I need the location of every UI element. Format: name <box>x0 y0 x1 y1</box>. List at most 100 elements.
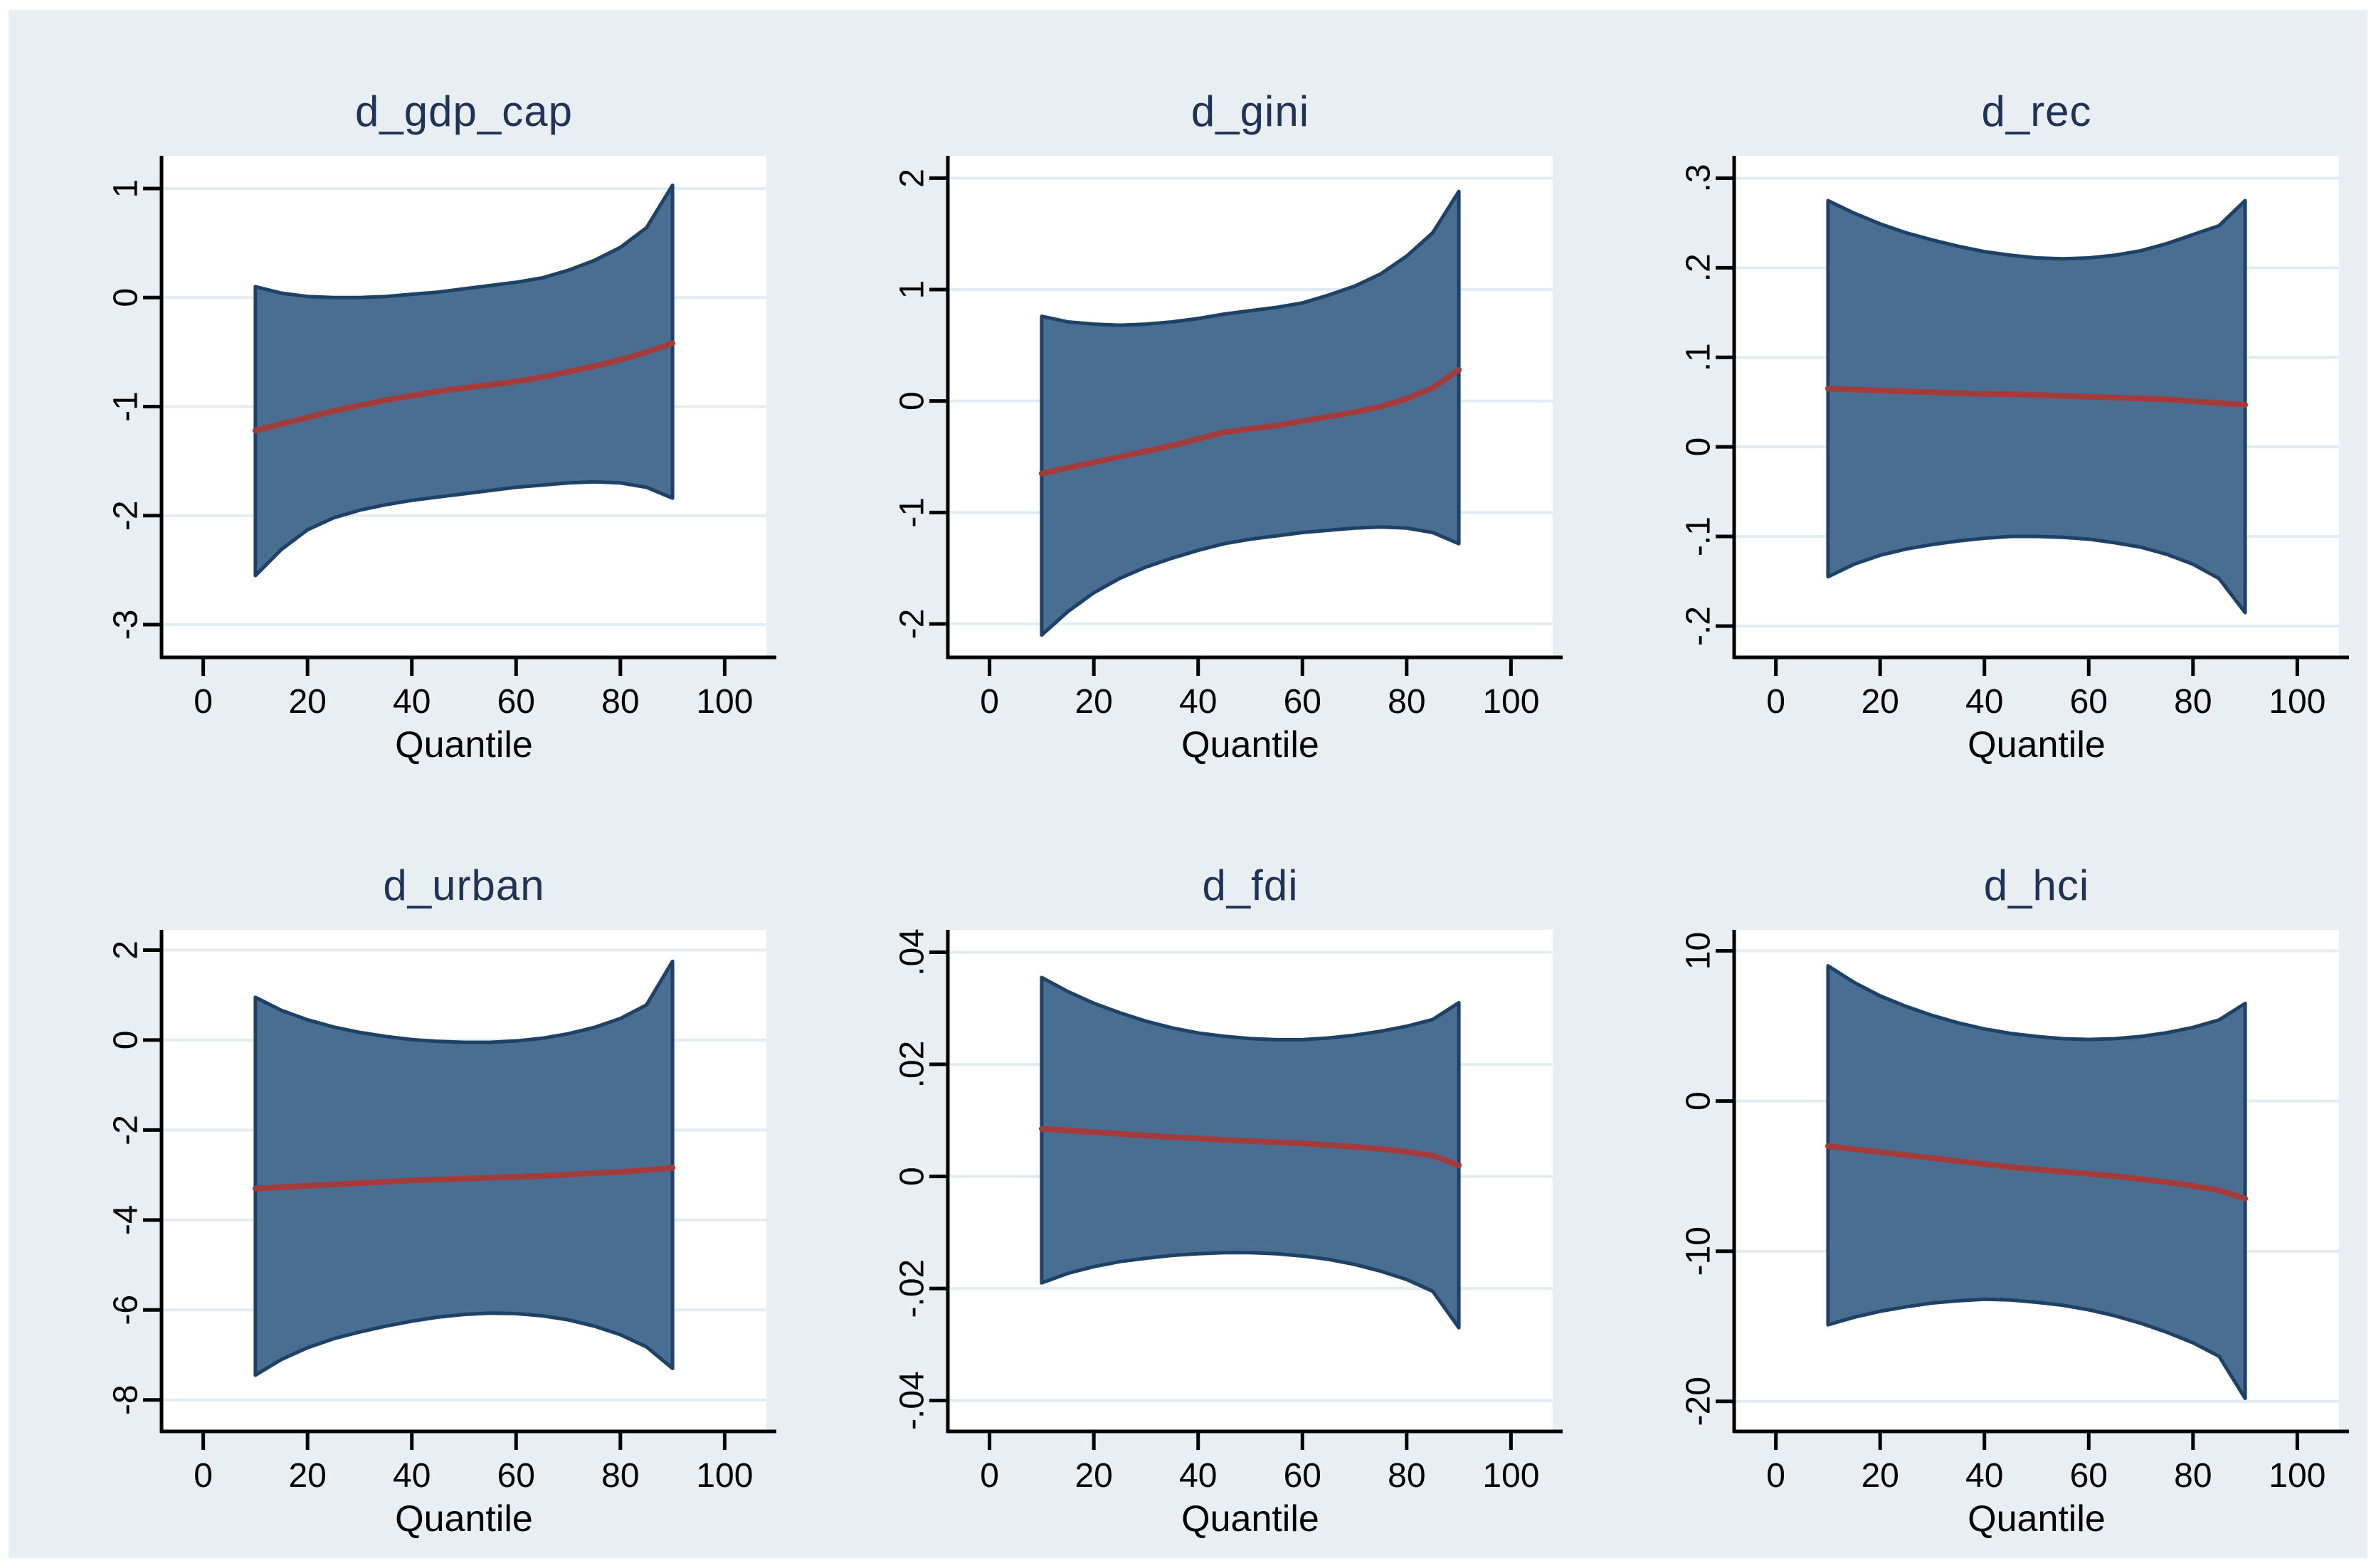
x-tick-label: 0 <box>980 683 999 721</box>
y-tick-label: 0 <box>894 391 931 410</box>
x-axis-label: Quantile <box>1968 724 2106 766</box>
estimate-line <box>252 1165 676 1192</box>
y-tick-label: -.1 <box>1680 517 1718 556</box>
estimate-line <box>1038 366 1462 477</box>
subplot-d-gini: d_gini 2 1 0 -1 -2 0 20 40 60 80 100 Quantile <box>795 10 1581 784</box>
y-tick-label: -8 <box>107 1384 145 1415</box>
y-tick-label: .2 <box>1680 253 1718 282</box>
x-axis-label: Quantile <box>395 724 533 766</box>
y-tick-label: .04 <box>894 928 931 976</box>
plot-title: d_hci <box>1983 862 2090 909</box>
y-tick-label: 1 <box>894 280 931 300</box>
x-tick-label: 0 <box>1766 683 1785 721</box>
x-tick-label: 60 <box>1284 683 1321 721</box>
y-tick-label: 0 <box>107 288 145 307</box>
x-tick-label: 100 <box>1482 683 1539 721</box>
plot-title: d_rec <box>1981 88 2092 135</box>
y-tick-label: -2 <box>894 609 931 640</box>
x-tick-label: 100 <box>2269 683 2325 721</box>
x-tick-label: 20 <box>288 683 326 721</box>
x-axis-label: Quantile <box>1181 1498 1319 1540</box>
subplot-d-fdi: d_fdi .04 .02 0 -.02 -.04 0 20 40 60 80 100 Quantil… <box>795 784 1581 1558</box>
x-tick-label: 20 <box>1075 1457 1112 1495</box>
x-tick-label: 80 <box>601 1457 639 1495</box>
y-tick-label: -1 <box>894 497 931 528</box>
x-tick-label: 80 <box>1388 1457 1425 1495</box>
x-tick-label: 60 <box>2070 1457 2108 1495</box>
y-tick-label: 10 <box>1680 932 1718 970</box>
x-tick-label: 40 <box>393 683 431 721</box>
x-axis-label: Quantile <box>395 1498 533 1540</box>
x-tick-label: 20 <box>1861 1457 1899 1495</box>
plot-title: d_gdp_cap <box>355 88 573 135</box>
y-tick-label: 2 <box>107 941 145 960</box>
x-tick-label: 40 <box>1179 683 1217 721</box>
subplot-d-gdp-cap: d_gdp_cap 1 0 -1 -2 -3 0 20 40 60 80 100 Quantile <box>9 10 795 784</box>
x-tick-label: 80 <box>601 683 639 721</box>
y-tick-label: -20 <box>1680 1377 1718 1426</box>
y-tick-label: .1 <box>1680 343 1718 371</box>
x-tick-label: 80 <box>1388 683 1425 721</box>
x-tick-label: 60 <box>2070 683 2108 721</box>
y-tick-label: -2 <box>107 1115 145 1145</box>
confidence-band <box>1040 975 1461 1330</box>
estimate-line <box>252 340 676 434</box>
y-tick-label: -2 <box>107 500 145 531</box>
chart-canvas: .3 .2 .1 0 -.1 -.2 0 20 40 60 80 100 Quantile <box>1680 156 2349 766</box>
x-tick-label: 100 <box>2269 1457 2325 1495</box>
y-tick-label: -6 <box>107 1295 145 1325</box>
x-axis-label: Quantile <box>1181 724 1319 766</box>
subplot-d-rec: d_rec .3 .2 .1 0 -.1 -.2 0 20 40 60 80 100 Quantile <box>1581 10 2367 784</box>
y-tick-label: -1 <box>107 391 145 422</box>
chart-canvas: 1 0 -1 -2 -3 0 20 40 60 80 100 Quantile <box>107 156 776 766</box>
x-tick-label: 40 <box>393 1457 431 1495</box>
x-tick-label: 80 <box>2174 1457 2212 1495</box>
y-tick-label: -10 <box>1680 1227 1718 1276</box>
x-tick-label: 60 <box>497 683 535 721</box>
confidence-band <box>1040 189 1461 637</box>
x-tick-label: 0 <box>980 1457 999 1495</box>
y-tick-label: 0 <box>1680 1091 1718 1111</box>
y-tick-label: .3 <box>1680 164 1718 192</box>
plot-title: d_fdi <box>1202 862 1299 909</box>
x-tick-label: 60 <box>497 1457 535 1495</box>
y-tick-label: 0 <box>894 1167 931 1186</box>
y-tick-label: -.2 <box>1680 606 1718 646</box>
plot-title: d_gini <box>1190 88 1310 135</box>
x-tick-label: 20 <box>1861 683 1899 721</box>
y-tick-label: -.04 <box>894 1371 931 1430</box>
figure-canvas: d_gdp_cap 1 0 -1 -2 -3 0 20 40 60 80 100 Quantile d… <box>9 10 2367 1558</box>
estimate-line <box>1825 386 2249 408</box>
x-tick-label: 100 <box>1482 1457 1539 1495</box>
y-tick-label: 0 <box>107 1031 145 1050</box>
x-tick-label: 20 <box>1075 683 1112 721</box>
confidence-band <box>253 959 675 1377</box>
y-tick-label: -3 <box>107 610 145 640</box>
subplot-d-urban: d_urban 2 0 -2 -4 -6 -8 0 20 40 60 80 100 Quantile <box>9 784 795 1558</box>
estimate-line <box>1038 1125 1462 1168</box>
x-tick-label: 100 <box>696 683 753 721</box>
x-tick-label: 0 <box>194 683 213 721</box>
y-tick-label: -4 <box>107 1204 145 1235</box>
y-tick-label: .02 <box>894 1041 931 1088</box>
x-tick-label: 40 <box>1965 1457 2003 1495</box>
x-tick-label: 20 <box>288 1457 326 1495</box>
confidence-band <box>253 183 675 578</box>
x-tick-label: 60 <box>1284 1457 1321 1495</box>
x-tick-label: 0 <box>194 1457 213 1495</box>
subplot-d-hci: d_hci 10 0 -10 -20 0 20 40 60 80 100 Quantile <box>1581 784 2367 1558</box>
plot-title: d_urban <box>383 862 545 909</box>
confidence-band <box>1826 964 2247 1401</box>
x-axis-label: Quantile <box>1968 1498 2106 1540</box>
y-tick-label: 2 <box>894 169 931 188</box>
x-tick-label: 40 <box>1965 683 2003 721</box>
estimate-line <box>1825 1143 2249 1202</box>
y-tick-label: 1 <box>107 179 145 198</box>
x-tick-label: 80 <box>2174 683 2212 721</box>
confidence-band <box>1826 198 2247 615</box>
x-tick-label: 100 <box>696 1457 753 1495</box>
chart-canvas: 2 1 0 -1 -2 0 20 40 60 80 100 Quantile <box>894 156 1563 766</box>
